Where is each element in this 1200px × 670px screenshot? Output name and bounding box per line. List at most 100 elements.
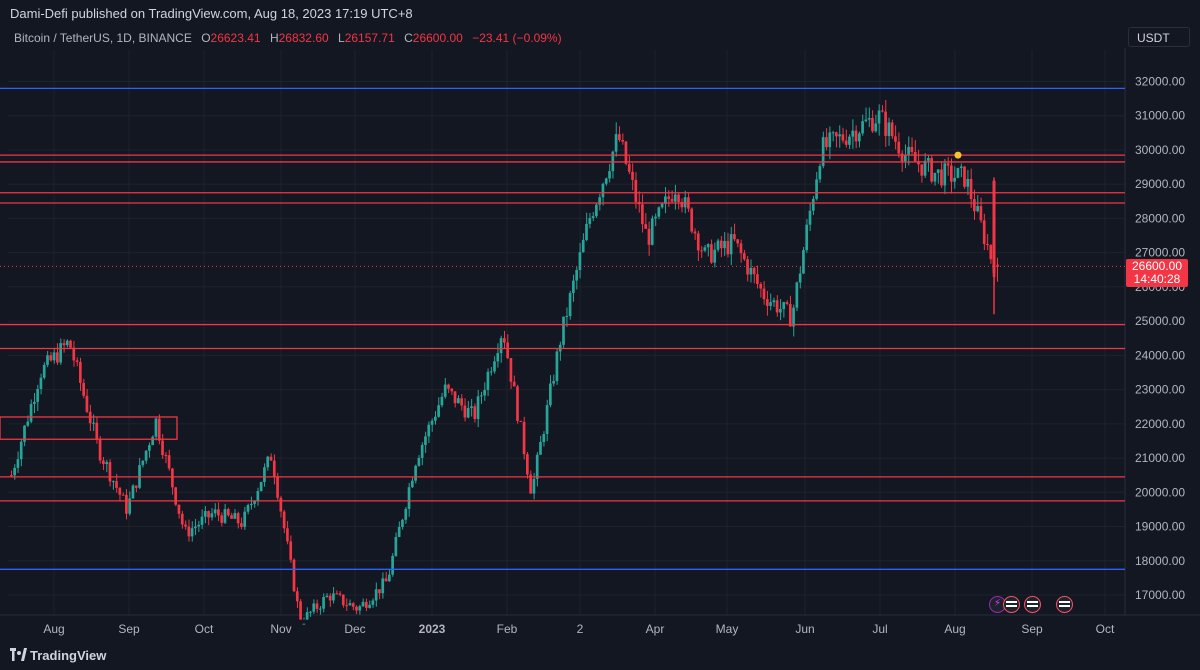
- y-tick-label: 19000.00: [1135, 520, 1185, 534]
- candle-body: [345, 605, 348, 607]
- candle-body: [299, 601, 302, 620]
- candle-body: [946, 163, 950, 166]
- candle-body: [601, 183, 605, 198]
- x-tick-label: Oct: [195, 622, 214, 636]
- candle-body: [358, 606, 362, 611]
- candle-body: [532, 478, 536, 494]
- candle-body: [660, 203, 664, 208]
- y-tick-label: 18000.00: [1135, 554, 1185, 568]
- us-flag-event-icon[interactable]: [1024, 596, 1041, 613]
- candle-body: [795, 282, 799, 308]
- tradingview-logo-icon: [10, 648, 27, 661]
- candle-body: [831, 132, 835, 134]
- candle-body: [42, 364, 46, 378]
- candle-body: [598, 197, 601, 205]
- candle-body: [647, 228, 651, 245]
- candle-body: [585, 223, 588, 240]
- candle-body: [453, 391, 457, 404]
- candle-body: [292, 559, 296, 592]
- candle-body: [509, 358, 513, 382]
- candle-body: [864, 119, 868, 122]
- x-tick-label: Nov: [270, 622, 291, 636]
- candle-body: [387, 574, 391, 582]
- candle-body: [746, 259, 749, 275]
- candle-body: [361, 601, 365, 607]
- candle-body: [680, 201, 684, 208]
- candle-body: [673, 194, 677, 202]
- currency-selector[interactable]: USDT: [1128, 27, 1190, 47]
- candle-body: [644, 224, 648, 229]
- candle-body: [966, 178, 970, 187]
- candle-body: [161, 440, 164, 456]
- candle-body: [552, 381, 555, 384]
- x-tick-label: Dec: [344, 622, 365, 636]
- candle-body: [364, 601, 368, 608]
- candle-body: [315, 603, 319, 609]
- last-price-value: 26600.00: [1131, 259, 1183, 273]
- candle-body: [913, 152, 917, 162]
- candle-body: [397, 526, 401, 537]
- candle-body: [516, 386, 519, 421]
- candle-body: [476, 396, 480, 419]
- candle-body: [286, 528, 289, 542]
- candle-body: [75, 360, 79, 362]
- candle-body: [177, 504, 181, 514]
- candle-body: [174, 487, 178, 505]
- candle-body: [407, 487, 411, 509]
- candle-body: [401, 519, 404, 527]
- symbol-name[interactable]: Bitcoin / TetherUS, 1D, BINANCE: [14, 31, 192, 45]
- candle-body: [854, 130, 858, 142]
- candle-body: [167, 455, 171, 469]
- candle-body: [115, 481, 118, 488]
- candle-body: [473, 406, 477, 419]
- candle-body: [394, 536, 398, 556]
- candle-body: [631, 171, 634, 180]
- candle-body: [759, 284, 763, 289]
- candle-body: [805, 224, 809, 251]
- candle-body: [769, 302, 772, 306]
- candle-body: [562, 316, 565, 345]
- candle-body: [259, 481, 263, 492]
- us-flag-event-icon[interactable]: [1003, 596, 1020, 613]
- candle-body: [92, 422, 95, 424]
- candle-body: [825, 137, 828, 148]
- candle-body: [578, 252, 582, 270]
- candle-body: [141, 460, 145, 466]
- candle-body: [243, 511, 247, 527]
- x-tick-label: Apr: [646, 622, 665, 636]
- candle-body: [213, 509, 217, 514]
- candle-body: [98, 438, 102, 461]
- candle-body: [953, 177, 956, 182]
- candle-body: [10, 475, 13, 477]
- candle-body: [621, 140, 625, 142]
- candle-body: [450, 388, 454, 392]
- y-tick-label: 20000.00: [1135, 485, 1185, 499]
- candle-body: [677, 194, 680, 202]
- candle-body: [522, 421, 526, 455]
- candle-body: [312, 603, 316, 612]
- us-flag-event-icon[interactable]: [1056, 596, 1073, 613]
- candle-body: [871, 117, 874, 132]
- candle-body: [900, 153, 904, 162]
- candle-body: [59, 343, 62, 363]
- candle-body: [430, 420, 434, 425]
- candle-body: [443, 384, 447, 397]
- candle-body: [565, 316, 569, 318]
- candle-body: [729, 234, 733, 255]
- candle-body: [282, 511, 286, 529]
- candle-body: [834, 132, 838, 137]
- candle-body: [903, 154, 907, 162]
- candle-body: [512, 381, 516, 387]
- candle-body: [555, 351, 559, 382]
- candle-body: [841, 134, 845, 141]
- candle-body: [29, 403, 33, 422]
- candle-body: [992, 180, 996, 274]
- candle-body: [933, 172, 937, 182]
- candle-body: [249, 503, 253, 506]
- candle-body: [144, 450, 148, 461]
- candle-body: [802, 250, 805, 274]
- candle-body: [887, 122, 891, 136]
- candle-body: [844, 140, 848, 145]
- x-tick-label: Sep: [1021, 622, 1043, 636]
